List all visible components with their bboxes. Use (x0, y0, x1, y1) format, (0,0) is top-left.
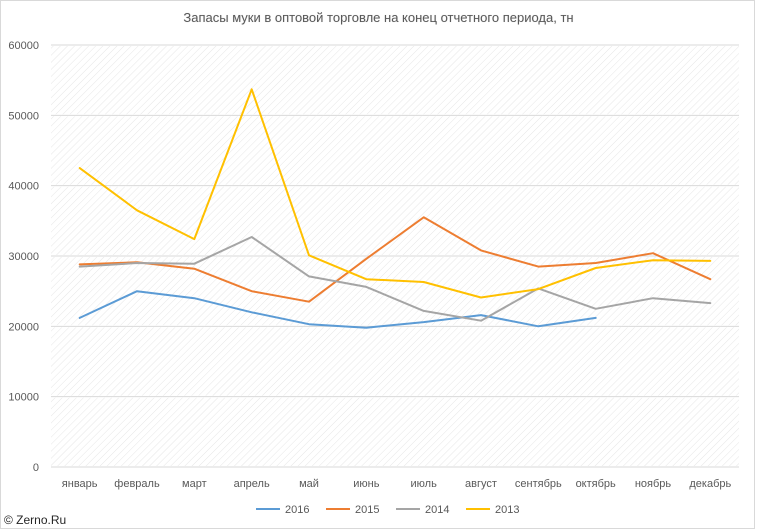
legend: 2016 2015 2014 2013 (256, 504, 519, 516)
x-tick-label: июнь (353, 478, 379, 490)
x-tick-label: август (465, 478, 497, 490)
legend-label-2013: 2013 (495, 504, 519, 516)
grid-band (51, 327, 739, 396)
grid-lines (51, 44, 739, 468)
series-line-2014 (78, 236, 712, 322)
series-lines (78, 88, 712, 329)
grid-band (51, 116, 739, 185)
y-tick-label: 60000 (8, 40, 39, 52)
grid-band (51, 186, 739, 255)
y-tick-label: 40000 (8, 181, 39, 193)
y-tick-label: 10000 (8, 392, 39, 404)
series-line-2015 (78, 216, 712, 303)
y-tick-label: 30000 (8, 251, 39, 263)
x-tick-label: март (182, 478, 207, 490)
legend-label-2016: 2016 (285, 504, 309, 516)
credit-label: © Zerno.Ru (4, 513, 67, 527)
y-tick-label: 20000 (8, 321, 39, 333)
grid-band (51, 397, 739, 466)
x-tick-label: февраль (114, 478, 160, 490)
legend-label-2014: 2014 (425, 504, 449, 516)
x-tick-label: январь (62, 478, 98, 490)
chart-title: Запасы муки в оптовой торговле на конец … (183, 10, 574, 25)
x-tick-label: декабрь (689, 478, 731, 490)
x-axis: январь февраль март апрель май июнь июль август… (62, 478, 732, 490)
x-tick-label: сентябрь (515, 478, 562, 490)
x-tick-label: октябрь (576, 478, 616, 490)
y-axis: 0 10000 20000 30000 40000 50000 60000 (8, 40, 39, 474)
legend-label-2015: 2015 (355, 504, 379, 516)
grid-band (51, 257, 739, 326)
x-tick-label: май (299, 478, 319, 490)
y-tick-label: 50000 (8, 110, 39, 122)
series-line-2016 (78, 290, 597, 329)
y-tick-label: 0 (33, 462, 39, 474)
series-line-2013 (78, 88, 712, 299)
x-tick-label: апрель (234, 478, 270, 490)
x-tick-label: июль (411, 478, 438, 490)
grid-band (51, 46, 739, 115)
x-tick-label: ноябрь (635, 478, 672, 490)
